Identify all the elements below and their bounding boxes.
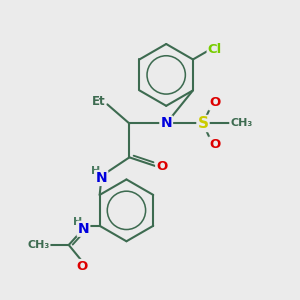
- Text: N: N: [96, 171, 107, 185]
- Text: Cl: Cl: [208, 43, 222, 56]
- Text: H: H: [73, 217, 82, 227]
- Text: CH₃: CH₃: [27, 240, 50, 250]
- Text: O: O: [209, 96, 220, 110]
- Text: S: S: [197, 116, 208, 131]
- Text: O: O: [76, 260, 88, 273]
- Text: H: H: [91, 167, 100, 176]
- Text: Et: Et: [92, 95, 105, 108]
- Text: N: N: [160, 116, 172, 130]
- Text: O: O: [209, 138, 220, 151]
- Text: O: O: [156, 160, 167, 173]
- Text: CH₃: CH₃: [230, 118, 252, 128]
- Text: N: N: [78, 222, 89, 236]
